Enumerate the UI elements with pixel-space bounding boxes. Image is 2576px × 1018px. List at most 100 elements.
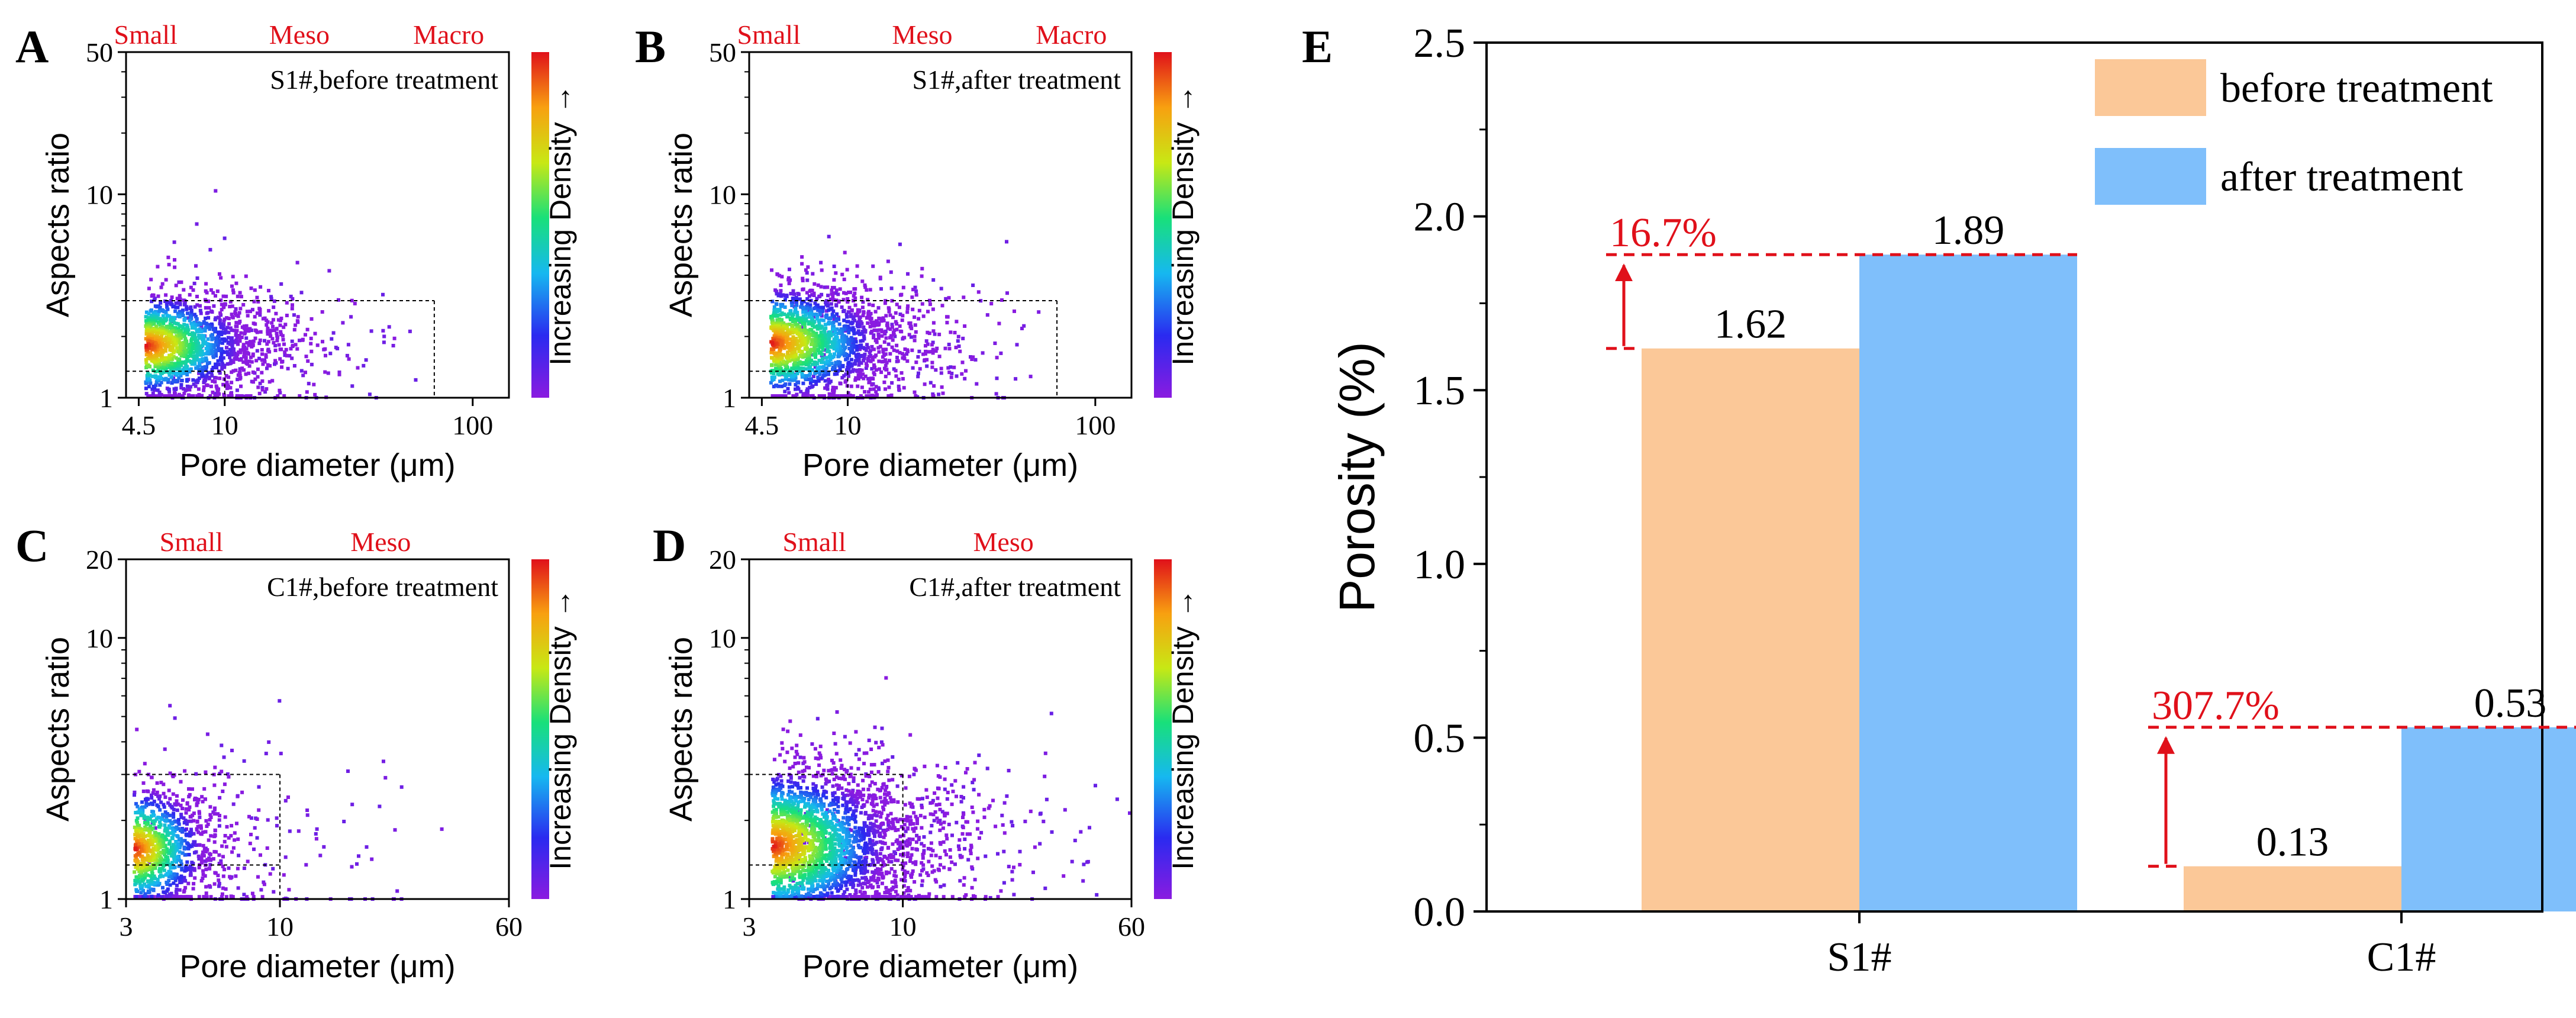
scatter-point bbox=[133, 825, 137, 829]
scatter-point bbox=[199, 330, 203, 334]
scatter-point bbox=[942, 840, 946, 844]
scatter-point bbox=[155, 781, 159, 785]
scatter-point bbox=[259, 888, 263, 892]
scatter-point bbox=[233, 838, 237, 842]
scatter-point bbox=[185, 895, 189, 898]
scatter-point bbox=[885, 793, 889, 797]
scatter-point bbox=[1012, 865, 1015, 869]
scatter-point bbox=[165, 872, 169, 876]
scatter-point bbox=[146, 394, 150, 398]
scatter-point bbox=[382, 340, 386, 344]
scatter-point bbox=[192, 281, 196, 285]
scatter-point bbox=[301, 338, 305, 342]
scatter-point bbox=[141, 828, 146, 832]
scatter-point bbox=[856, 331, 860, 335]
scatter-point bbox=[154, 339, 159, 343]
scatter-point bbox=[848, 394, 852, 397]
scatter-point bbox=[794, 373, 798, 377]
scatter-point bbox=[936, 867, 940, 871]
scatter-point bbox=[158, 866, 162, 871]
scatter-point bbox=[884, 363, 888, 368]
scatter-point bbox=[182, 318, 186, 322]
scatter-point bbox=[153, 826, 157, 830]
scatter-point bbox=[795, 372, 799, 375]
scatter-point bbox=[822, 394, 826, 398]
scatter-point bbox=[817, 319, 821, 323]
scatter-point bbox=[913, 285, 917, 289]
scatter-point bbox=[146, 790, 150, 794]
scatter-point bbox=[896, 359, 900, 363]
scatter-point bbox=[880, 360, 884, 364]
scatter-point bbox=[187, 833, 191, 836]
scatter-point bbox=[204, 352, 208, 356]
scatter-point bbox=[943, 346, 947, 350]
scatter-point bbox=[159, 873, 163, 877]
scatter-point bbox=[1063, 808, 1067, 812]
scatter-point bbox=[169, 822, 173, 826]
scatter-point bbox=[168, 839, 172, 843]
scatter-point bbox=[150, 894, 154, 898]
scatter-point bbox=[180, 378, 184, 382]
scatter-point bbox=[236, 866, 240, 871]
scatter-point bbox=[950, 860, 954, 864]
scatter-point bbox=[813, 301, 817, 305]
scatter-point bbox=[951, 790, 955, 794]
scatter-point bbox=[230, 304, 234, 308]
scatter-point bbox=[182, 875, 186, 880]
scatter-point bbox=[956, 761, 960, 765]
scatter-point bbox=[189, 309, 194, 313]
scatter-point bbox=[821, 373, 826, 378]
scatter-point bbox=[853, 296, 857, 300]
scatter-point bbox=[786, 330, 790, 334]
scatter-point bbox=[166, 887, 170, 891]
scatter-point bbox=[247, 343, 251, 347]
scatter-point bbox=[273, 343, 278, 347]
scatter-point bbox=[890, 325, 894, 329]
scatter-point bbox=[155, 353, 159, 357]
scatter-point bbox=[327, 269, 331, 273]
scatter-point bbox=[194, 314, 198, 318]
scatter-point bbox=[156, 880, 160, 884]
scatter-point bbox=[889, 270, 893, 274]
scatter-point bbox=[236, 294, 240, 298]
scatter-point bbox=[888, 313, 892, 317]
scatter-point bbox=[802, 756, 806, 760]
scatter-point bbox=[278, 391, 282, 395]
scatter-point bbox=[879, 370, 884, 374]
scatter-point bbox=[134, 819, 138, 823]
scatter-point bbox=[146, 330, 150, 334]
scatter-point bbox=[408, 329, 412, 333]
scatter-point bbox=[188, 793, 192, 797]
scatter-point bbox=[945, 797, 949, 801]
scatter-point bbox=[355, 862, 359, 866]
scatter-point bbox=[265, 366, 269, 371]
size-class-label: Macro bbox=[1036, 20, 1107, 50]
scatter-point bbox=[840, 376, 844, 380]
scatter-point bbox=[999, 889, 1003, 893]
scatter-point bbox=[930, 350, 934, 353]
scatter-point bbox=[917, 317, 921, 321]
scatter-point bbox=[914, 840, 918, 844]
scatter-point bbox=[1010, 820, 1014, 824]
scatter-point bbox=[258, 381, 262, 385]
scatter-point bbox=[962, 876, 966, 880]
scatter-point bbox=[871, 357, 875, 362]
scatter-point bbox=[796, 380, 800, 384]
scatter-point bbox=[185, 860, 189, 864]
scatter-point bbox=[162, 849, 165, 853]
scatter-point bbox=[289, 347, 293, 351]
scatter-point bbox=[924, 339, 928, 343]
scatter-point bbox=[829, 340, 833, 344]
scatter-point bbox=[941, 826, 945, 830]
scatter-point bbox=[135, 840, 139, 844]
scatter-point bbox=[204, 368, 208, 372]
scatter-point bbox=[856, 384, 860, 388]
scatter-point bbox=[908, 822, 912, 826]
scatter-point bbox=[199, 861, 204, 865]
scatter-point bbox=[916, 375, 920, 379]
scatter-point bbox=[914, 895, 918, 899]
scatter-point bbox=[828, 379, 833, 384]
scatter-point bbox=[296, 320, 300, 324]
scatter-point bbox=[176, 305, 180, 310]
scatter-point bbox=[894, 320, 898, 324]
